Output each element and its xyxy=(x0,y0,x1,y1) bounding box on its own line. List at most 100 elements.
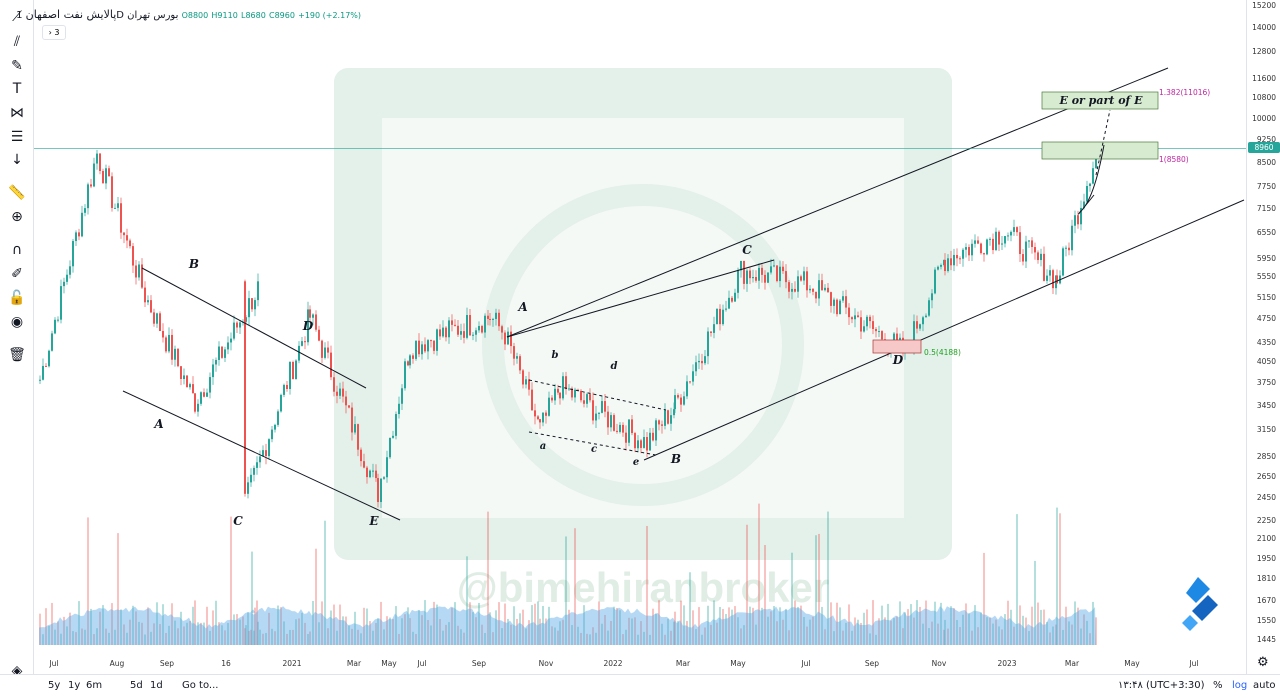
fib-icon[interactable]: ☰ xyxy=(10,129,24,145)
price-tick: 11600 xyxy=(1252,73,1276,83)
volume-bar xyxy=(439,619,441,645)
candle-body xyxy=(247,482,249,494)
volume-bar xyxy=(327,628,329,645)
volume-bar xyxy=(256,600,258,645)
candle-body xyxy=(734,292,736,302)
volume-bar xyxy=(1083,614,1085,645)
log-toggle[interactable]: log xyxy=(1232,680,1248,691)
candle-body xyxy=(1086,186,1088,202)
volume-bar xyxy=(516,618,518,645)
volume-bar xyxy=(251,551,253,645)
volume-bar xyxy=(655,613,657,645)
candle-body xyxy=(218,346,220,360)
candle-body xyxy=(1004,236,1006,244)
fib-05-box xyxy=(872,339,922,354)
candle-body xyxy=(336,391,338,396)
clock-display[interactable]: ۱۳:۴۸ (UTC+3:30) xyxy=(1118,680,1205,691)
candle-body xyxy=(360,449,362,462)
volume-bar xyxy=(704,627,706,645)
volume-bar xyxy=(740,628,742,645)
auto-toggle[interactable]: auto xyxy=(1253,680,1276,691)
range-6m[interactable]: 6m xyxy=(86,680,103,691)
settings-gear-icon[interactable]: ⚙ xyxy=(1257,655,1269,670)
candle-body xyxy=(324,347,326,358)
pattern-icon[interactable]: ⋈ xyxy=(10,105,24,121)
candle-body xyxy=(794,288,796,292)
trend-line-icon[interactable]: ⫽ xyxy=(13,34,21,50)
broker-logo-icon xyxy=(1182,577,1218,631)
layers-icon[interactable]: ◈ xyxy=(11,663,23,679)
candle-body xyxy=(537,416,539,420)
volume-bar xyxy=(619,610,621,645)
text-icon[interactable]: T xyxy=(12,81,22,97)
goto-button[interactable]: Go to... xyxy=(182,680,219,691)
candle-body xyxy=(746,270,748,284)
candle-body xyxy=(120,203,122,233)
volume-bar xyxy=(342,616,344,645)
candle-body xyxy=(542,412,544,423)
cursor-icon[interactable]: ⟋ xyxy=(12,9,22,25)
volume-bar xyxy=(842,630,844,645)
indicator-toggle[interactable]: › 3 xyxy=(42,25,66,40)
price-chart[interactable]: @bimehiranbroker A B C D E Ab d a c e B C D E or part… xyxy=(34,0,1246,674)
range-1d[interactable]: 1d xyxy=(150,680,163,691)
volume-bar xyxy=(686,620,688,645)
volume-bar xyxy=(1086,620,1088,645)
volume-bar xyxy=(968,613,970,645)
fib-level-label: 1(8580) xyxy=(1159,155,1189,164)
range-1y[interactable]: 1y xyxy=(68,680,81,691)
arrow-down-icon[interactable]: ↓ xyxy=(11,152,23,168)
volume-bar xyxy=(1059,513,1061,645)
volume-bar xyxy=(180,611,182,645)
candle-body xyxy=(743,260,745,284)
candle-body xyxy=(472,334,474,336)
lock-icon[interactable]: 🔓 xyxy=(8,290,26,306)
watermark-text: @bimehiranbroker xyxy=(457,564,829,611)
volume-bar xyxy=(236,614,238,645)
volume-bar xyxy=(890,620,892,645)
candle-body xyxy=(239,322,241,328)
volume-bar xyxy=(244,628,246,645)
candle-body xyxy=(704,356,706,364)
candle-body xyxy=(919,324,921,329)
volume-bar xyxy=(922,623,924,645)
volume-bar xyxy=(794,600,796,645)
trash-icon[interactable]: 🗑 xyxy=(8,347,26,363)
wave-label: a xyxy=(540,441,546,452)
candle-body xyxy=(695,362,697,372)
fib-level-label: 0.5(4188) xyxy=(924,348,961,357)
candle-body xyxy=(788,282,790,292)
volume-bar xyxy=(683,605,685,645)
ruler-icon[interactable]: 📏 xyxy=(8,185,26,201)
fib-level-label: 1.382(11016) xyxy=(1159,88,1210,97)
volume-bar xyxy=(919,606,921,645)
candle-body xyxy=(60,286,62,320)
percent-toggle[interactable]: % xyxy=(1213,680,1223,691)
candle-body xyxy=(251,298,253,310)
magnet-icon[interactable]: ∩ xyxy=(11,242,23,258)
candle-body xyxy=(304,341,306,343)
price-axis[interactable]: 15200 14000 12800 11600 10800 10000 9250 8500 77… xyxy=(1246,0,1280,674)
wave-label: D xyxy=(892,353,904,367)
candle-body xyxy=(90,184,92,187)
candle-body xyxy=(369,470,371,478)
candle-body xyxy=(248,298,250,318)
volume-bar xyxy=(427,620,429,645)
zoom-in-icon[interactable]: ⊕ xyxy=(11,209,23,225)
volume-bar xyxy=(1001,629,1003,645)
candle-body xyxy=(111,176,113,208)
candle-body xyxy=(562,376,564,399)
volume-bar xyxy=(339,604,341,645)
volume-bar xyxy=(646,525,648,645)
candle-body xyxy=(531,389,533,411)
pencil-lock-icon[interactable]: ✐ xyxy=(11,266,23,282)
volume-bar xyxy=(421,615,423,645)
brush-icon[interactable]: ✎ xyxy=(11,58,23,74)
volume-bar xyxy=(78,601,80,645)
range-5d[interactable]: 5d xyxy=(130,680,143,691)
candle-body xyxy=(791,288,793,292)
volume-bar xyxy=(604,615,606,645)
range-5y[interactable]: 5y xyxy=(48,680,61,691)
eye-icon[interactable]: ◉ xyxy=(10,314,24,330)
